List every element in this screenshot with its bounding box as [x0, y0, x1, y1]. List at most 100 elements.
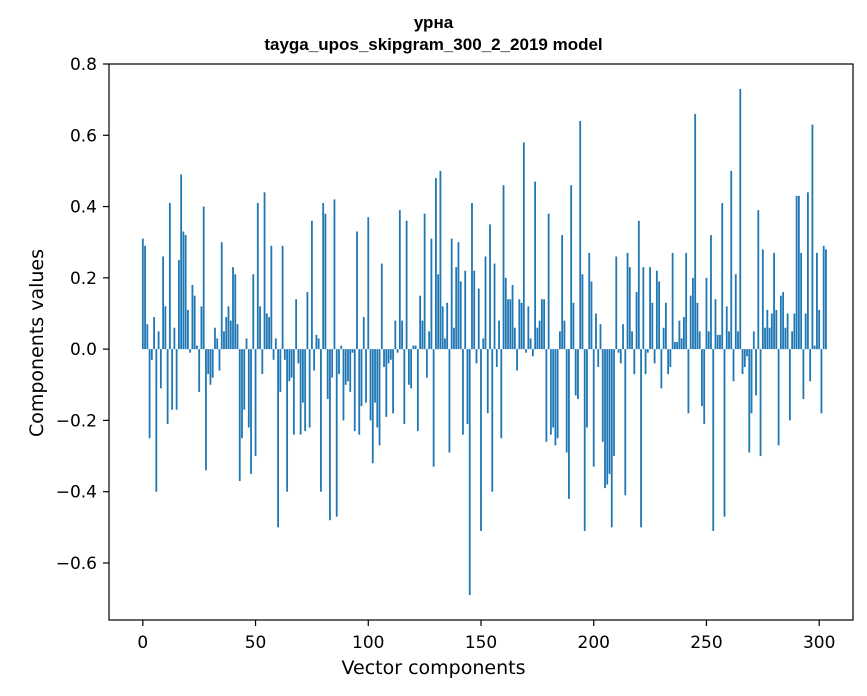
bar [439, 170, 442, 350]
bar [698, 331, 701, 350]
bar [525, 349, 527, 353]
bar [779, 295, 782, 350]
bar [820, 349, 823, 414]
bar [624, 349, 627, 496]
bar [590, 281, 593, 350]
bar [423, 213, 426, 350]
bar [365, 349, 367, 403]
bar [809, 349, 812, 382]
bar [701, 349, 703, 407]
bar [755, 349, 757, 396]
bar [159, 349, 162, 389]
bar [356, 231, 358, 350]
bar [279, 349, 282, 392]
x-tick-label: 50 [245, 633, 267, 653]
bar [301, 349, 304, 403]
bar [207, 349, 210, 375]
bar [180, 174, 183, 350]
bar [800, 252, 803, 350]
bar [263, 192, 266, 350]
bar [628, 267, 631, 350]
bar [692, 277, 694, 350]
bar [477, 288, 480, 350]
bar [746, 349, 748, 357]
bar [344, 349, 347, 385]
bar [218, 349, 221, 371]
bar [256, 203, 259, 350]
bar [236, 324, 239, 350]
bar [601, 349, 604, 442]
bar [387, 349, 390, 364]
bar [380, 263, 383, 350]
bar [669, 349, 672, 367]
y-axis-label: Components values [26, 248, 48, 438]
bar [290, 349, 293, 378]
bar [191, 284, 194, 350]
bar [568, 349, 570, 499]
bar [664, 302, 667, 350]
bar [342, 349, 345, 421]
bar [349, 349, 352, 392]
bar [775, 309, 778, 350]
bar [166, 349, 169, 424]
bar [804, 313, 807, 350]
bar [196, 345, 198, 350]
bar [538, 320, 541, 350]
bar [378, 349, 381, 446]
bar [531, 349, 534, 357]
bar [441, 306, 444, 350]
bar [676, 342, 679, 350]
bar [655, 270, 658, 350]
bar [561, 235, 564, 350]
x-tick-label: 250 [690, 633, 722, 653]
bar [536, 327, 539, 350]
bar [198, 349, 201, 392]
bar [369, 349, 372, 421]
bar [324, 213, 327, 350]
bar [374, 349, 376, 403]
bar [579, 121, 582, 350]
bar [351, 349, 354, 353]
bar [622, 324, 624, 350]
bar [455, 267, 458, 350]
bar [788, 349, 791, 421]
bar [214, 327, 216, 350]
bar [637, 220, 640, 350]
bar [507, 299, 509, 350]
bar [554, 349, 557, 446]
bar [660, 349, 663, 389]
bar [473, 270, 476, 350]
bar [462, 349, 464, 435]
bar [811, 124, 814, 350]
bar [295, 299, 298, 350]
bar [761, 249, 764, 350]
bar [712, 349, 715, 531]
bar [610, 349, 613, 528]
bar [707, 331, 710, 350]
bar [480, 349, 482, 531]
bar [168, 203, 171, 350]
bar [335, 349, 338, 517]
bar [574, 349, 577, 396]
x-tick-label: 150 [465, 633, 497, 653]
bar [750, 349, 753, 414]
bar [329, 349, 331, 521]
bar [464, 270, 467, 350]
bar [353, 349, 356, 432]
bar [144, 245, 146, 350]
bar [401, 320, 403, 350]
bar [383, 349, 385, 367]
bar [683, 317, 685, 350]
bar [694, 113, 697, 350]
bar [649, 267, 651, 350]
bar [450, 238, 453, 350]
bar [617, 349, 620, 353]
bar [437, 274, 440, 350]
bar [527, 306, 530, 350]
bar [254, 349, 257, 457]
bar [556, 349, 559, 439]
bar [315, 334, 318, 350]
bar [813, 345, 816, 350]
bar [148, 349, 151, 439]
bar [261, 349, 264, 375]
